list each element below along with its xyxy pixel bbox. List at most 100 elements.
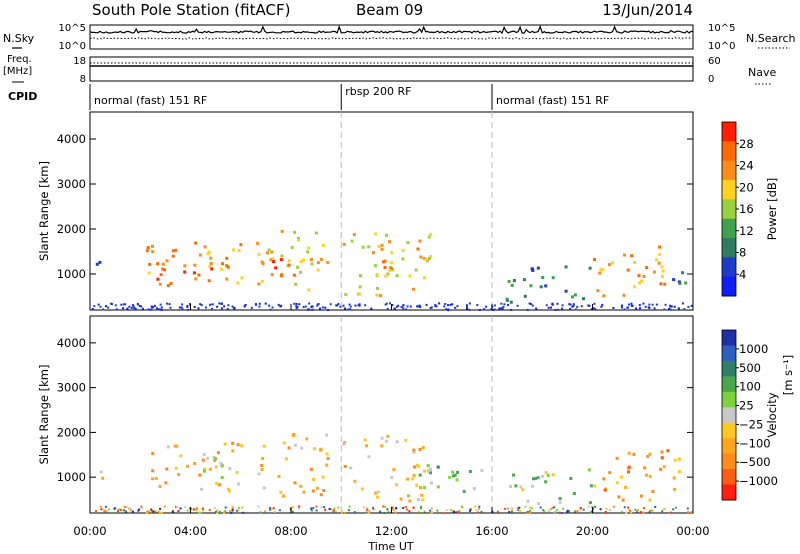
ground-cell [181, 308, 184, 311]
ground-cell [394, 511, 397, 514]
ground-cell [333, 509, 335, 512]
ground-cell [516, 304, 519, 307]
ground-cell [402, 304, 405, 307]
ground-cell [341, 510, 344, 513]
ground-cell [138, 305, 141, 307]
ground-cell [686, 507, 689, 510]
ground-cell [119, 508, 122, 511]
data-cell [642, 275, 646, 278]
data-cell [468, 470, 472, 473]
ground-cell [370, 307, 373, 310]
data-cell [627, 465, 631, 469]
ground-cell [530, 507, 533, 510]
ground-cell [402, 307, 405, 310]
data-cell [309, 467, 313, 471]
colorbar-tick-label: 24 [739, 159, 754, 173]
ground-cell [231, 508, 234, 511]
data-cell [421, 498, 425, 502]
ground-cell [223, 305, 226, 308]
data-cell [215, 481, 219, 485]
data-cell [350, 239, 354, 243]
data-cell [186, 464, 189, 468]
ground-cell [579, 507, 582, 509]
colorbar-swatch [722, 218, 736, 239]
ground-cell [328, 508, 331, 510]
y-tick-label: 3000 [57, 381, 86, 395]
data-cell [420, 493, 424, 497]
ground-cell [396, 305, 398, 308]
data-cell [154, 476, 158, 480]
ground-cell [444, 303, 447, 305]
ground-cell [561, 307, 563, 310]
data-cell [627, 451, 631, 455]
data-cell [179, 454, 183, 458]
data-cell [630, 254, 634, 258]
y-tick-label: 4000 [57, 132, 86, 146]
data-cell [373, 264, 377, 268]
ground-cell [99, 505, 102, 508]
ground-cell [477, 511, 480, 514]
ground-cell [269, 508, 272, 511]
ground-cell [138, 508, 141, 511]
data-cell [293, 481, 297, 485]
data-cell [648, 474, 652, 478]
ground-cell [492, 309, 495, 311]
ground-cell [573, 510, 576, 513]
data-cell [280, 254, 284, 258]
data-cell [299, 484, 303, 488]
data-cell [311, 489, 315, 493]
data-cell [623, 253, 626, 257]
ground-cell [298, 505, 301, 508]
data-cell [412, 473, 416, 477]
x-tick-label: 00:00 [73, 524, 106, 538]
ground-cell [627, 506, 630, 509]
data-cell [659, 467, 663, 471]
ground-cell [113, 512, 116, 514]
data-cell [225, 264, 229, 268]
data-cell [544, 480, 548, 484]
ground-cell [147, 308, 150, 311]
data-cell [655, 258, 659, 262]
data-cell [588, 266, 592, 270]
ground-cell [223, 511, 226, 514]
ground-cell [405, 308, 408, 311]
ground-cell [592, 507, 595, 510]
ground-cell [337, 506, 340, 509]
ground-cell [213, 507, 216, 510]
ground-cell [590, 308, 593, 311]
ground-cell [634, 508, 637, 511]
ground-cell [628, 509, 631, 512]
colorbar-swatch [722, 257, 736, 278]
ground-cell [468, 308, 471, 311]
ground-cell [589, 511, 592, 514]
ground-cell [389, 302, 391, 305]
data-cell [183, 264, 187, 268]
ground-cell [297, 507, 300, 510]
ground-cell [511, 509, 514, 512]
ground-cell [557, 308, 560, 311]
ground-cell [402, 507, 405, 509]
data-cell [301, 258, 305, 262]
x-tick-label: 20:00 [576, 524, 609, 538]
y-tick-label: 2000 [57, 425, 86, 439]
data-cell [177, 473, 181, 476]
data-cell [593, 258, 596, 261]
data-cell [194, 241, 198, 245]
freq-label-1: Freq. [7, 54, 32, 65]
colorbar-swatch [722, 438, 736, 455]
ground-cell [323, 506, 326, 509]
beam-title: Beam 09 [356, 1, 423, 19]
ground-cell [91, 308, 94, 310]
data-cell [651, 490, 655, 493]
data-cell [673, 487, 677, 491]
data-cell [541, 276, 545, 279]
data-cell [539, 285, 543, 289]
ground-cell [159, 303, 162, 306]
ground-cell [237, 509, 240, 512]
ground-cell [150, 508, 153, 511]
ground-cell [391, 506, 394, 509]
ground-cell [168, 303, 171, 306]
data-cell [193, 263, 197, 267]
data-cell [325, 433, 329, 437]
data-cell [660, 456, 664, 460]
